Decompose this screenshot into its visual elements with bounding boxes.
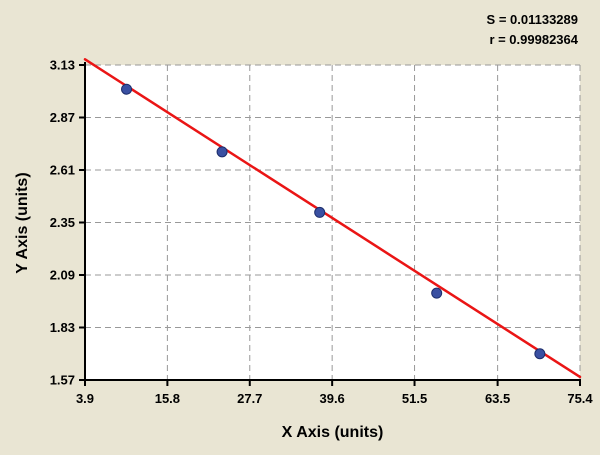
stat-r-value: r = 0.99982364: [489, 32, 578, 47]
stat-s-value: S = 0.01133289: [486, 12, 578, 27]
data-point: [216, 146, 228, 158]
x-tick-label: 75.4: [567, 391, 593, 406]
data-point: [121, 83, 133, 95]
x-tick-label: 51.5: [402, 391, 427, 406]
x-tick-label: 63.5: [485, 391, 510, 406]
data-point: [431, 287, 443, 299]
x-tick-label: 3.9: [76, 391, 94, 406]
y-tick-label: 2.87: [50, 110, 75, 125]
x-tick-label: 39.6: [319, 391, 344, 406]
fit-statistics: S = 0.01133289 r = 0.99982364: [487, 10, 578, 50]
y-tick-label: 2.35: [50, 215, 75, 230]
regression-line: [83, 58, 582, 379]
y-axis-label: Y Axis (units): [14, 172, 31, 274]
y-tick-label: 3.13: [50, 58, 75, 73]
data-point: [314, 206, 326, 218]
y-tick-label: 1.57: [50, 373, 75, 388]
x-tick-label: 27.7: [237, 391, 262, 406]
y-tick-label: 1.83: [50, 320, 75, 335]
x-axis-label: X Axis (units): [281, 424, 384, 441]
y-tick-label: 2.61: [50, 163, 75, 178]
data-point: [534, 348, 546, 360]
x-tick-label: 15.8: [155, 391, 180, 406]
y-tick-label: 2.09: [50, 268, 75, 283]
